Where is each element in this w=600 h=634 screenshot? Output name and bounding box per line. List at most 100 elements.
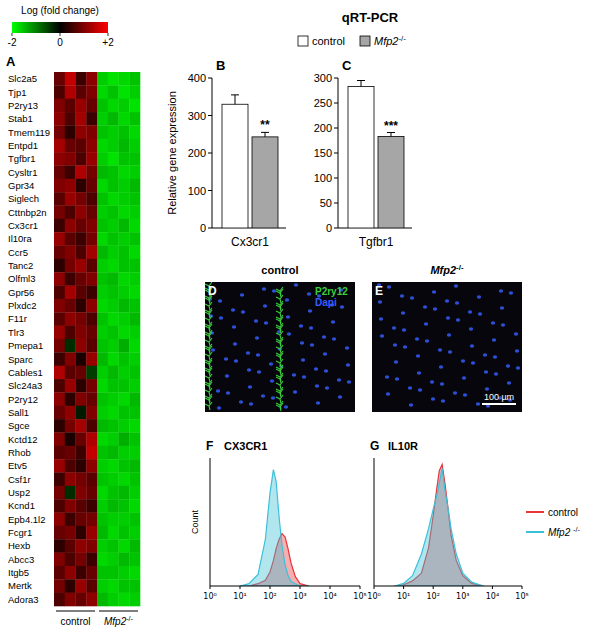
heatmap: Log (fold change)-20+2ASlc2a5Tjp1P2ry13S…	[6, 5, 140, 627]
heatmap-cell	[97, 432, 108, 446]
x-tick	[433, 586, 434, 589]
image-title: control	[261, 264, 298, 276]
nucleus	[338, 395, 342, 399]
nucleus	[455, 301, 459, 305]
heatmap-cell	[129, 539, 140, 553]
heatmap-cell	[97, 72, 108, 86]
nucleus	[323, 352, 327, 356]
nucleus	[302, 375, 306, 379]
heatmap-cell	[119, 339, 130, 353]
heatmap-cell	[108, 499, 119, 513]
nucleus	[516, 366, 520, 370]
nucleus	[310, 343, 314, 347]
areas	[395, 464, 484, 586]
y-tick-label: 200	[188, 147, 206, 159]
heatmap-cell	[54, 232, 65, 246]
error-bar	[387, 133, 395, 137]
heatmap-cell	[54, 72, 65, 86]
heatmap-cell	[129, 312, 140, 326]
nucleus	[261, 394, 265, 398]
nucleus	[468, 310, 472, 314]
heatmap-cell	[86, 526, 97, 540]
nucleus	[246, 351, 250, 355]
heatmap-cell	[119, 286, 130, 300]
x-tick-label: 10²	[263, 592, 276, 601]
y-tick-label: 100	[314, 172, 332, 184]
heatmap-cell	[86, 179, 97, 193]
histogram: GIL10R10⁰10¹10²10³10⁴10⁵controlMfp2 -/-	[367, 439, 580, 601]
heatmap-cell	[65, 299, 76, 313]
microglia	[205, 330, 212, 338]
heatmap-cell	[86, 232, 97, 246]
heatmap-cell	[119, 459, 130, 473]
y-axis-label: Count	[190, 510, 200, 535]
row-label: Entpd1	[8, 140, 38, 151]
nucleus	[483, 353, 487, 357]
nucleus	[294, 283, 298, 287]
heatmap-cell	[119, 486, 130, 500]
nucleus	[285, 298, 289, 302]
nucleus	[322, 335, 326, 339]
heatmap-cell	[54, 553, 65, 567]
heatmap-cell	[119, 99, 130, 113]
heatmap-cell	[65, 312, 76, 326]
heatmap-cell	[86, 352, 97, 366]
heatmap-cell	[65, 339, 76, 353]
nucleus	[401, 311, 405, 315]
panel-letter: E	[375, 284, 383, 298]
heatmap-cell	[65, 246, 76, 260]
label-superscript: -/-	[456, 263, 464, 272]
heatmap-cell	[76, 593, 87, 607]
heatmap-cell	[65, 446, 76, 460]
legend-line	[526, 511, 544, 513]
bar	[252, 137, 278, 228]
heatmap-cell	[76, 286, 87, 300]
nucleus	[325, 386, 329, 390]
microglia	[205, 402, 212, 410]
heatmap-cell	[129, 72, 140, 86]
row-label: P2ry13	[8, 100, 38, 111]
heatmap-cell	[65, 539, 76, 553]
heatmap-cell	[54, 286, 65, 300]
x-tick	[492, 586, 493, 589]
heatmap-cell	[108, 446, 119, 460]
heatmap-cell	[76, 392, 87, 406]
heatmap-cell	[129, 352, 140, 366]
nucleus	[315, 384, 319, 388]
colorbar	[12, 22, 108, 33]
heatmap-cell	[76, 219, 87, 233]
nucleus	[257, 370, 261, 374]
x-tick-label: 10⁵	[353, 592, 366, 601]
x-tick-label: 10³	[456, 592, 469, 601]
row-label: Hexb	[8, 540, 30, 551]
row-label: Kctd12	[8, 434, 38, 445]
heatmap-cell	[129, 259, 140, 273]
row-label: Tgfbr1	[8, 153, 35, 164]
microglia	[205, 322, 212, 330]
heatmap-cell	[54, 206, 65, 220]
heatmap-cell	[97, 339, 108, 353]
panel-letter: F	[206, 439, 213, 453]
heatmap-cell	[76, 513, 87, 527]
nucleus	[493, 355, 497, 359]
row-label: Cx3cr1	[8, 220, 38, 231]
nucleus	[462, 376, 466, 380]
heatmap-cell	[86, 593, 97, 607]
label-superscript: -/-	[126, 614, 133, 623]
x-tick	[403, 586, 404, 589]
nucleus	[264, 321, 268, 325]
heatmap-cell	[108, 566, 119, 580]
heatmap-cell	[86, 406, 97, 420]
nucleus	[346, 363, 350, 367]
colorbar-tick	[108, 33, 109, 36]
bar	[348, 87, 374, 229]
title: qRT-PCR	[342, 10, 399, 25]
row-label: Mertk	[8, 580, 32, 591]
heatmap-cell	[76, 165, 87, 179]
scale-bar-label: 100 µm	[484, 392, 514, 402]
heatmap-cell	[119, 419, 130, 433]
row-label: Siglech	[8, 193, 39, 204]
y-tick	[334, 228, 338, 229]
nucleus	[378, 300, 382, 304]
heatmap-cell	[129, 206, 140, 220]
